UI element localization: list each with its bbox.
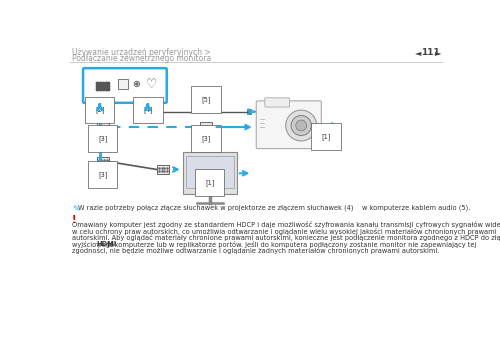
FancyBboxPatch shape (256, 101, 322, 149)
Text: ◄: ◄ (415, 48, 422, 57)
Text: [3]: [3] (201, 135, 210, 142)
Circle shape (134, 81, 140, 86)
Text: [2]: [2] (95, 107, 104, 114)
Text: [4]: [4] (143, 107, 152, 114)
Text: [3]: [3] (98, 172, 108, 178)
Bar (118, 79, 128, 89)
Text: ►: ► (436, 48, 442, 57)
FancyBboxPatch shape (265, 98, 289, 107)
Circle shape (296, 120, 306, 131)
Bar (247, 109, 251, 114)
Text: HDMI: HDMI (96, 241, 117, 247)
Text: W razie potrzeby połącz złącze słuchawek w projektorze ze złączem słuchawek (4) : W razie potrzeby połącz złącze słuchawek… (78, 205, 470, 211)
Bar (182, 152, 237, 194)
Bar (96, 122, 109, 132)
Text: wyjściowego: wyjściowego (72, 241, 116, 248)
Text: [3]: [3] (98, 135, 108, 142)
Text: [1]: [1] (322, 133, 330, 140)
Bar (146, 109, 150, 114)
Text: autorskimi. Aby oglądać materiały chronione prawami autorskimi, konieczne jest p: autorskimi. Aby oglądać materiały chroni… (72, 234, 500, 241)
FancyBboxPatch shape (83, 68, 166, 103)
Text: Podłączanie zewnętrznego monitora: Podłączanie zewnętrznego monitora (72, 54, 211, 63)
Circle shape (286, 110, 316, 141)
Bar (186, 156, 234, 188)
Text: ♡: ♡ (146, 78, 158, 91)
Bar (200, 122, 212, 132)
Text: 111: 111 (422, 48, 440, 57)
Text: [1]: [1] (205, 179, 214, 186)
Circle shape (291, 115, 312, 136)
Text: w komputerze lub w replikatorze portów. Jeśli do komputera podłączony zostanie m: w komputerze lub w replikatorze portów. … (106, 241, 477, 248)
Text: !: ! (72, 215, 76, 225)
Text: w celu ochrony praw autorskich, co umożliwia odtwarzanie i oglądanie wielu wysok: w celu ochrony praw autorskich, co umożl… (72, 228, 496, 234)
Text: ✎: ✎ (72, 204, 79, 213)
Text: Omawiany komputer jest zgodny ze standardem HDCP i daje możliwość szyfrowania ka: Omawiany komputer jest zgodny ze standar… (72, 221, 500, 228)
Circle shape (136, 83, 138, 85)
Text: [5]: [5] (201, 96, 210, 103)
Text: Używanie urządzeń peryferyjnych >: Używanie urządzeń peryferyjnych > (72, 48, 210, 57)
Bar (96, 157, 109, 167)
Bar (157, 165, 170, 174)
Text: zgodności, nie będzie możliwe odtwarzanie i oglądanie żadnych materiałów chronio: zgodności, nie będzie możliwe odtwarzani… (72, 247, 439, 254)
